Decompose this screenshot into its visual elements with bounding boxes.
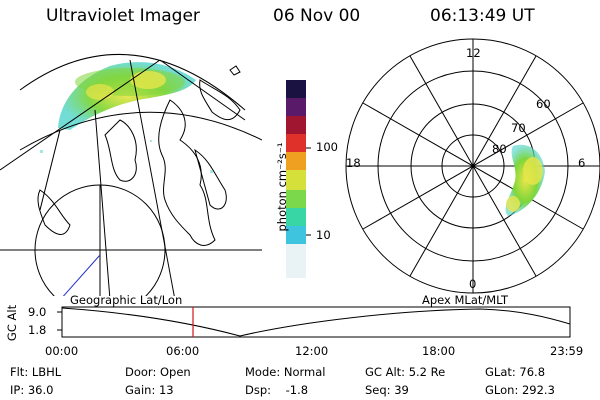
colorbar-unit-label: photon cm⁻²s⁻¹ xyxy=(275,142,289,232)
instrument-title: Ultraviolet Imager xyxy=(46,6,200,26)
mlt-label-6: 6 xyxy=(578,156,586,170)
info-dsp: Dsp: -1.8 xyxy=(245,383,309,397)
color-bar xyxy=(286,80,311,278)
date-label: 06 Nov 00 xyxy=(273,6,361,26)
timeline-y-tick-1-8: 1.8 xyxy=(28,323,47,337)
mlt-label-0: 0 xyxy=(469,277,477,291)
timeline-x-tick-0000: 00:00 xyxy=(45,344,79,358)
lat-label-70: 70 xyxy=(511,121,526,135)
timeline-y-tick-9: 9.0 xyxy=(28,305,47,319)
info-gc-alt: GC Alt: 5.2 Re xyxy=(365,365,446,379)
info-seq: Seq: 39 xyxy=(365,383,409,397)
info-glon: GLon: 292.3 xyxy=(485,383,555,397)
timeline-x-tick-0600: 06:00 xyxy=(166,344,200,358)
timeline-x-tick-2359: 23:59 xyxy=(550,344,584,358)
timeline-x-tick-1800: 18:00 xyxy=(422,344,456,358)
info-ip: IP: 36.0 xyxy=(10,383,54,397)
info-door: Door: Open xyxy=(125,365,191,379)
polar-plot xyxy=(345,38,600,294)
info-mode: Mode: Normal xyxy=(245,365,326,379)
time-label: 06:13:49 UT xyxy=(430,6,535,26)
lat-label-60: 60 xyxy=(536,97,551,111)
colorbar-tick-10: 10 xyxy=(316,228,331,242)
timeline-left-title: Geographic Lat/Lon xyxy=(70,293,183,307)
colorbar-tick-100: 100 xyxy=(316,140,338,154)
info-flt: Flt: LBHL xyxy=(10,365,62,379)
timeline-plot xyxy=(57,306,571,338)
timeline-y-axis-label: GC Alt xyxy=(5,304,19,342)
timeline-x-tick-1200: 12:00 xyxy=(295,344,329,358)
mlt-label-18: 18 xyxy=(346,156,361,170)
mlt-label-12: 12 xyxy=(466,46,481,60)
lat-label-80: 80 xyxy=(492,142,507,156)
info-glat: GLat: 76.8 xyxy=(485,365,546,379)
timeline-right-title: Apex MLat/MLT xyxy=(422,293,509,307)
info-gain: Gain: 13 xyxy=(125,383,174,397)
